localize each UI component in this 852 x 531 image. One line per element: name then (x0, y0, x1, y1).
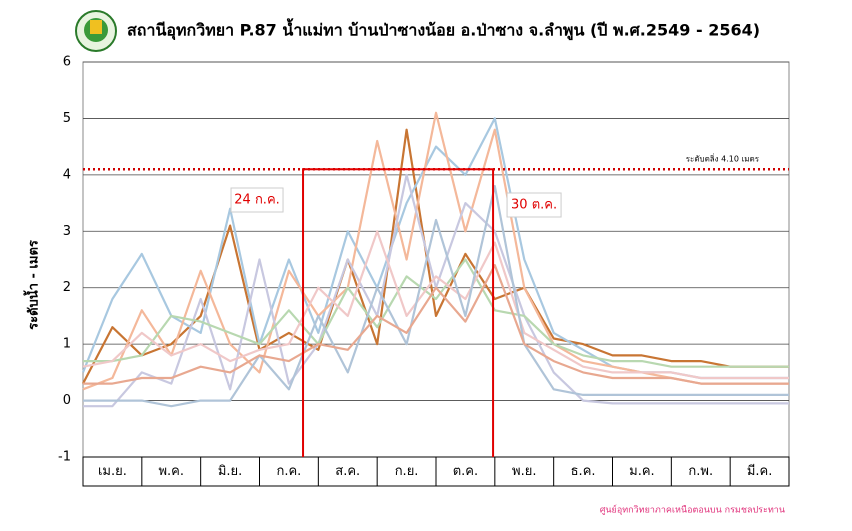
series-line (82, 128, 789, 385)
x-tick-label: ธ.ค. (571, 464, 596, 479)
logo (75, 10, 117, 52)
flood-label-box (230, 187, 284, 213)
y-tick-label: 1 (63, 337, 71, 352)
y-tick-label: 5 (63, 111, 71, 126)
series-line (83, 258, 789, 368)
flood-label-box (506, 192, 562, 218)
y-tick-label: 2 (63, 280, 71, 295)
y-axis-label: ระดับน้ำ - เมตร (23, 240, 42, 330)
plot-area (82, 61, 790, 458)
x-tick-label: มิ.ย. (218, 464, 242, 479)
flood-end-label: 30 ต.ค. (511, 198, 557, 213)
y-tick-label: 3 (63, 224, 71, 239)
x-tick-label: เม.ย. (98, 464, 127, 479)
y-tick-label: 6 (63, 55, 71, 70)
x-tick-label: ส.ค. (335, 464, 360, 479)
x-tick-label: ก.ย. (395, 464, 419, 479)
footer: ศูนย์อุทกวิทยาภาคเหนือตอนบน กรมชลประทาน (600, 504, 785, 516)
x-tick-label: ก.ค. (276, 464, 301, 479)
series-line (83, 264, 789, 385)
x-tick-label: มี.ค. (747, 463, 773, 479)
y-tick-label: 4 (63, 167, 71, 182)
x-tick-label: พ.ค. (158, 464, 184, 479)
flood-start-label: 24 ก.ค. (234, 193, 280, 208)
x-tick-label: พ.ย. (512, 464, 536, 479)
x-tick-label: ม.ค. (629, 464, 655, 479)
threshold-label: ระดับตลิ่ง 4.10 เมตร (686, 153, 760, 164)
flood-window (302, 168, 495, 457)
series-line (82, 230, 789, 380)
series-line (83, 185, 789, 408)
chart-title: สถานีอุทกวิทยา P.87 น้ำแม่ทา บ้านป่าซางน… (127, 18, 760, 42)
x-tick-label: ก.พ. (688, 464, 713, 479)
x-tick-label: ต.ค. (453, 464, 478, 479)
y-tick-label: -1 (58, 450, 71, 465)
y-tick-label: 0 (63, 393, 71, 408)
